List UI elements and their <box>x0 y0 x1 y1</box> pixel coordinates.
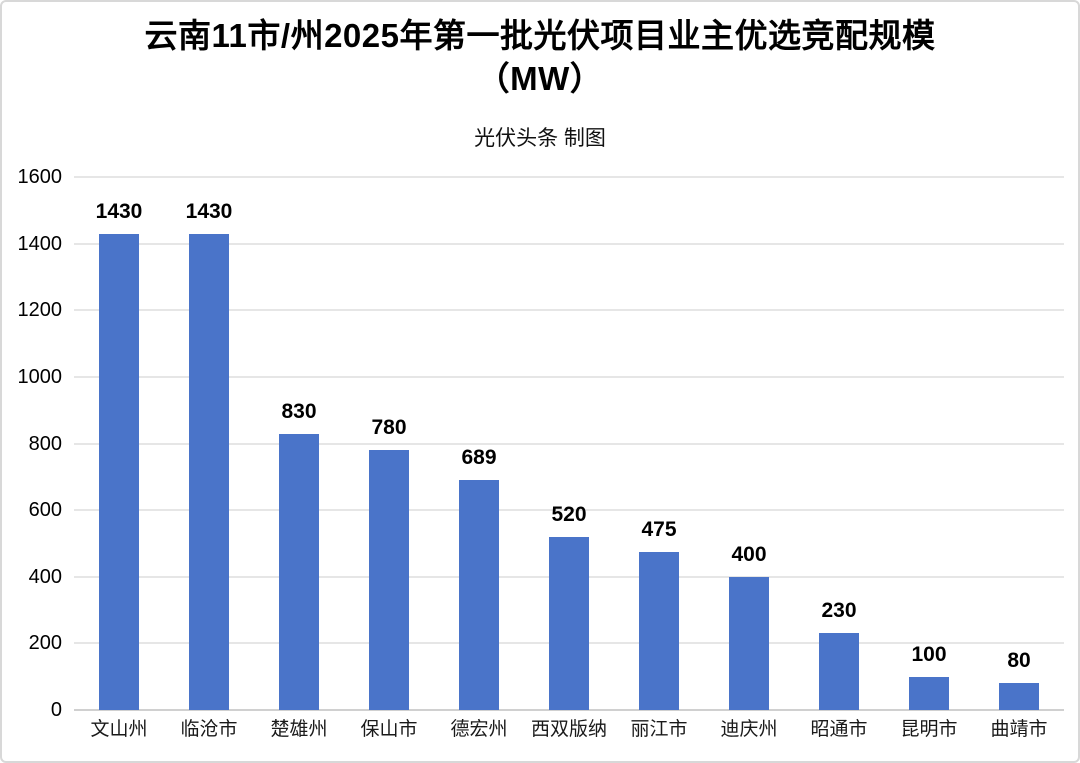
x-tick-label-迪庆州: 迪庆州 <box>720 719 778 740</box>
y-tick-label: 1000 <box>17 365 63 388</box>
y-tick-label: 800 <box>28 432 62 455</box>
x-tick-label-昭通市: 昭通市 <box>810 719 868 740</box>
x-tick-label-保山市: 保山市 <box>360 719 418 740</box>
y-tick-label: 1400 <box>17 232 63 255</box>
y-tick-label: 600 <box>28 499 62 522</box>
bar-昭通市 <box>819 633 859 710</box>
bar-文山州 <box>99 233 139 710</box>
value-label-曲靖市: 80 <box>1007 649 1031 673</box>
x-tick-label-曲靖市: 曲靖市 <box>990 719 1048 740</box>
value-label-迪庆州: 400 <box>731 542 767 566</box>
bar-临沧市 <box>189 233 229 710</box>
x-tick-label-德宏州: 德宏州 <box>450 719 508 740</box>
value-label-丽江市: 475 <box>641 517 677 541</box>
value-label-楚雄州: 830 <box>281 399 317 423</box>
chart-subtitle: 光伏头条 制图 <box>474 127 606 150</box>
value-label-保山市: 780 <box>371 416 407 440</box>
x-axis-baseline <box>74 709 1064 711</box>
bar-迪庆州 <box>729 576 769 710</box>
chart-title-line1: 云南11市/州2025年第一批光伏项目业主优选竞配规模 <box>144 17 936 54</box>
chart-title-line2: （MW） <box>476 60 604 97</box>
y-tick-label: 1200 <box>17 299 63 322</box>
value-label-昭通市: 230 <box>821 599 857 623</box>
value-label-临沧市: 1430 <box>185 199 233 223</box>
x-tick-label-临沧市: 临沧市 <box>180 719 238 740</box>
value-label-文山州: 1430 <box>95 199 143 223</box>
gridline <box>74 242 1064 245</box>
bar-西双版纳 <box>549 536 589 710</box>
gridline <box>74 176 1064 178</box>
gridline <box>74 509 1064 512</box>
gridline <box>74 442 1064 445</box>
bar-曲靖市 <box>999 683 1039 710</box>
y-tick-label: 400 <box>28 565 62 588</box>
bar-昆明市 <box>909 676 949 710</box>
x-tick-label-楚雄州: 楚雄州 <box>270 719 328 740</box>
value-label-昆明市: 100 <box>911 642 947 666</box>
value-label-德宏州: 689 <box>461 446 497 470</box>
x-tick-label-文山州: 文山州 <box>90 719 148 740</box>
x-tick-label-丽江市: 丽江市 <box>630 719 688 740</box>
bar-丽江市 <box>639 551 679 710</box>
gridline <box>74 309 1064 312</box>
x-tick-label-昆明市: 昆明市 <box>900 719 958 740</box>
y-tick-label: 1600 <box>17 166 63 188</box>
chart-title: 云南11市/州2025年第一批光伏项目业主优选竞配规模 （MW） <box>2 14 1078 100</box>
bar-保山市 <box>369 450 409 710</box>
y-tick-label: 200 <box>28 632 62 655</box>
gridline <box>74 375 1064 378</box>
bar-楚雄州 <box>279 433 319 710</box>
value-label-西双版纳: 520 <box>551 502 587 526</box>
x-tick-label-西双版纳: 西双版纳 <box>530 719 607 740</box>
bar-德宏州 <box>459 480 499 710</box>
y-tick-label: 0 <box>50 699 62 721</box>
